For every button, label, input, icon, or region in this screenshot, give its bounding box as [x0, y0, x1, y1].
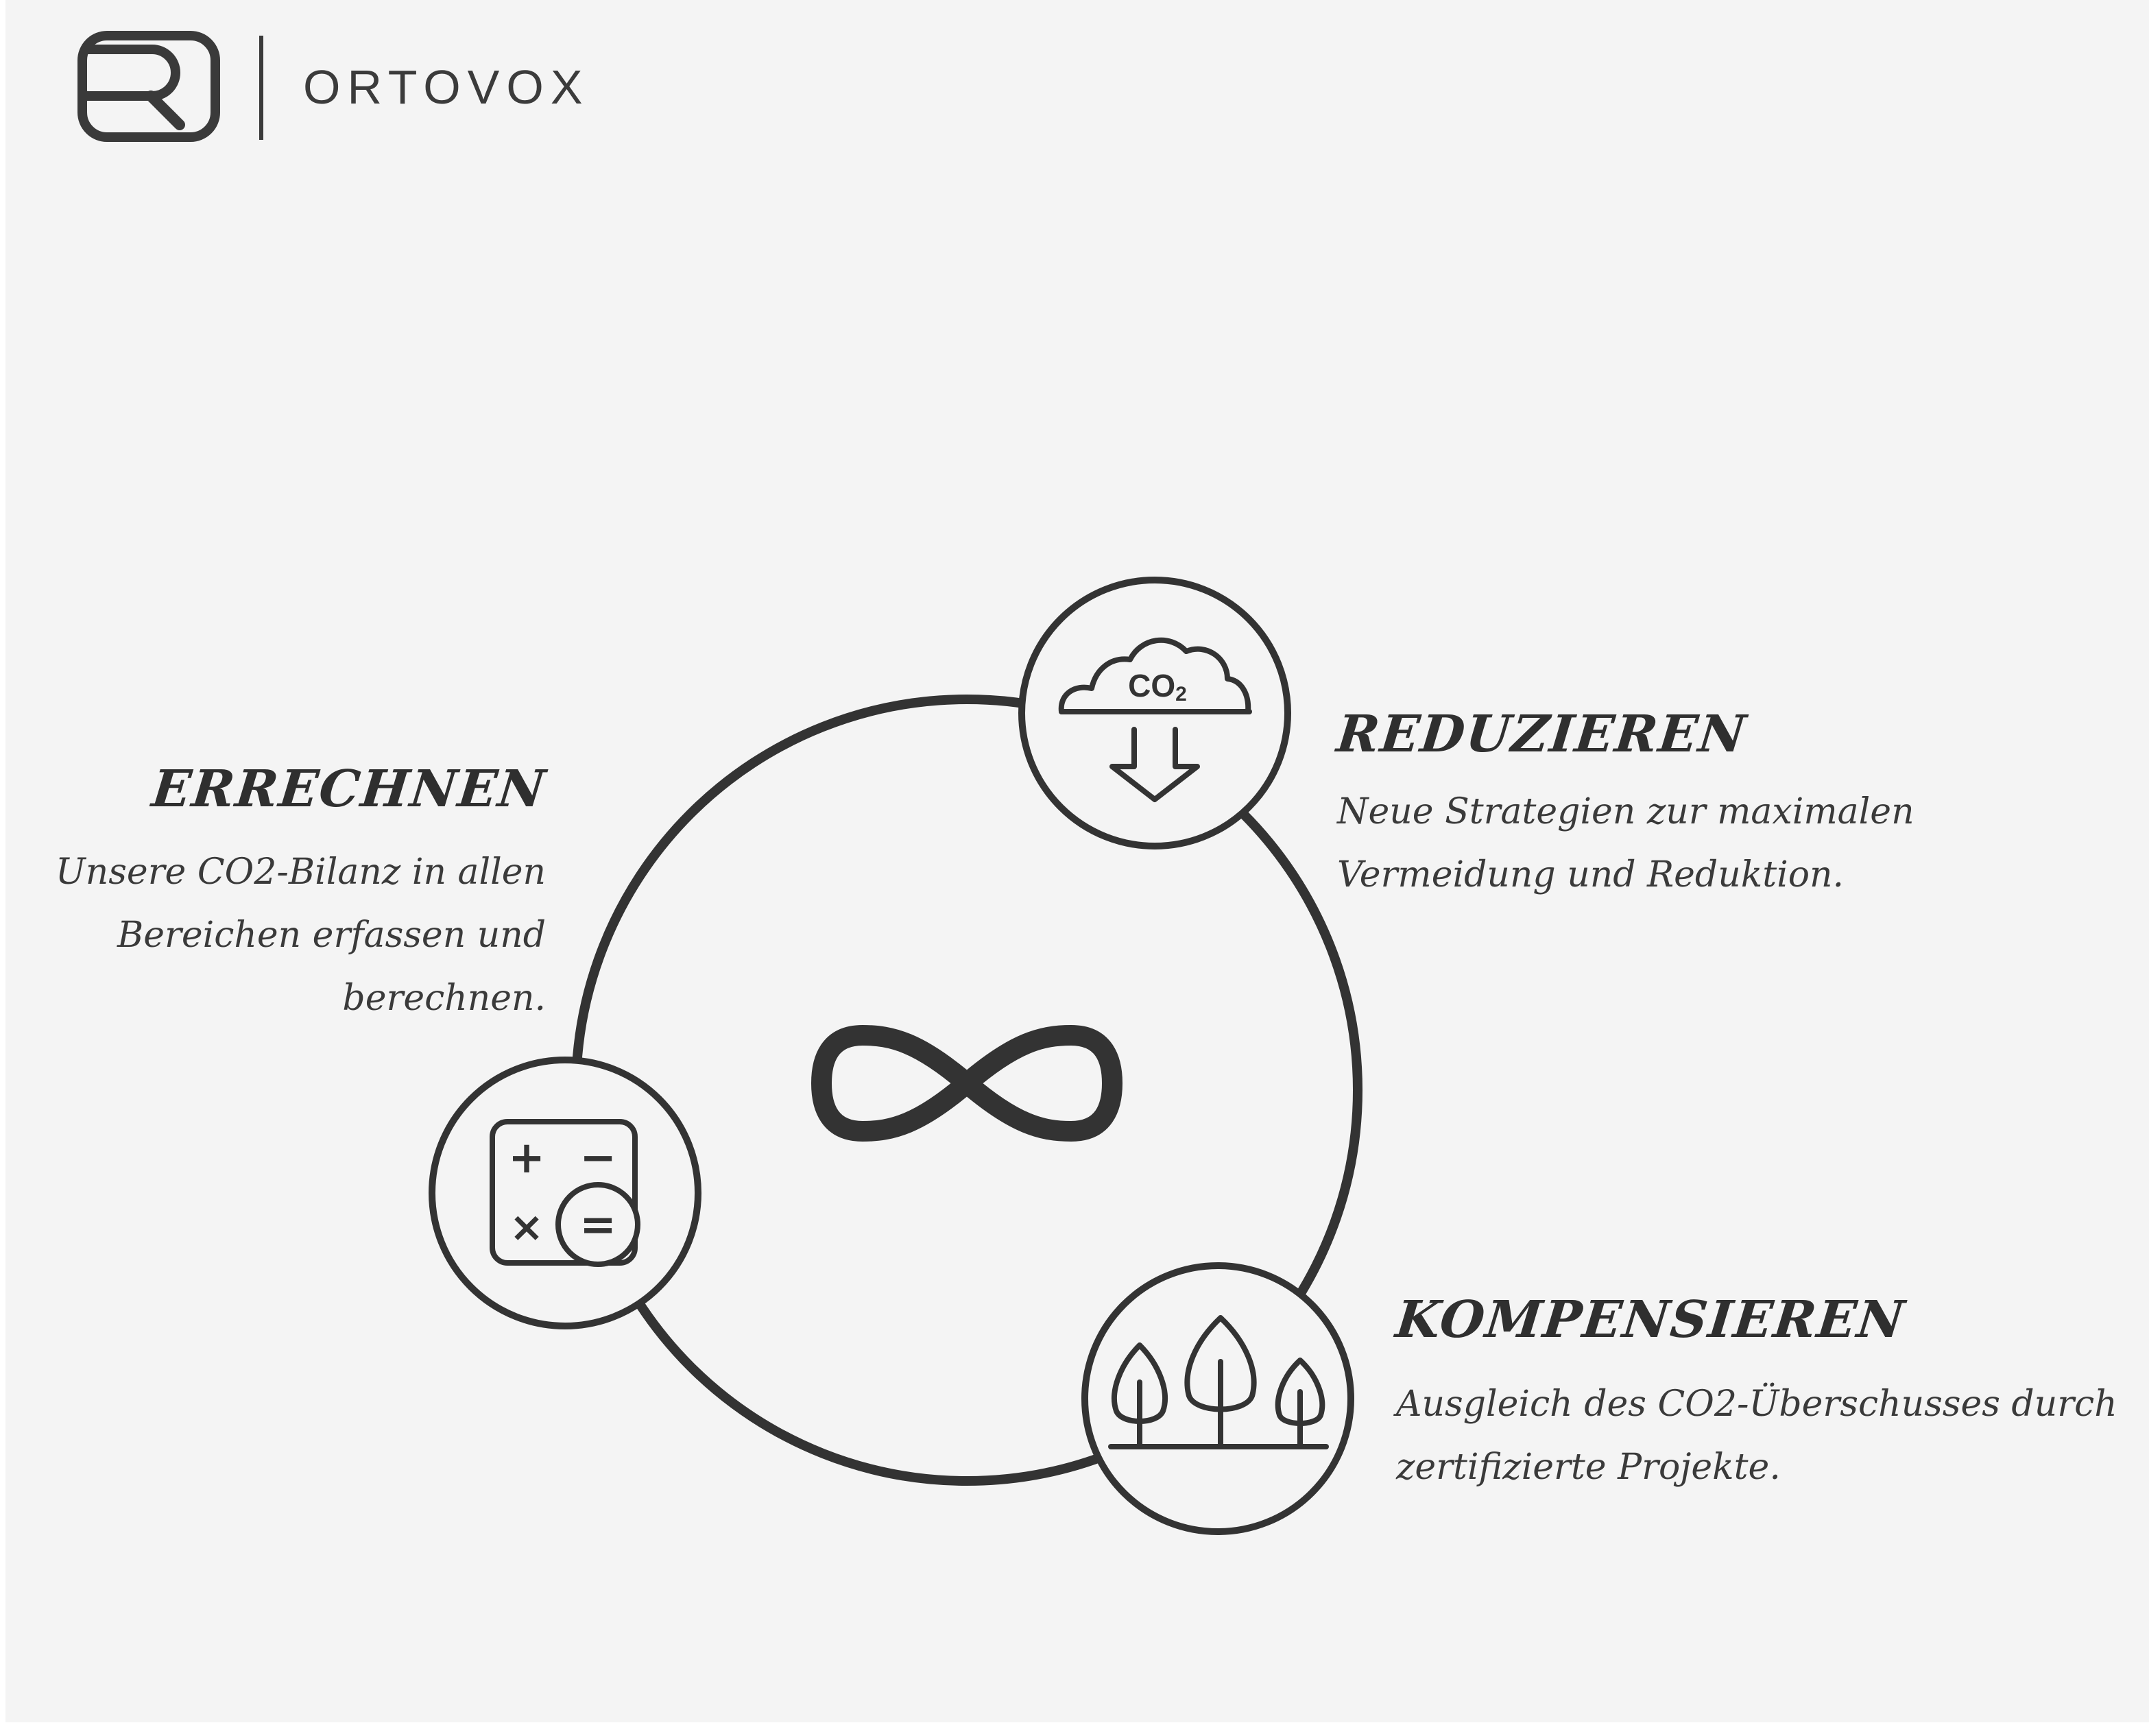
kompensieren-description: Ausgleich des CO2-Überschusses durch zer… — [1396, 1373, 2117, 1499]
reduzieren-line-2: Vermeidung und Reduktion. — [1337, 854, 1845, 895]
infinity-icon — [811, 1024, 1123, 1142]
reduzieren-node: CO2 — [1018, 577, 1291, 849]
errechnen-heading: ERRECHNEN — [149, 760, 549, 819]
co2-label: CO2 — [1128, 668, 1187, 706]
errechnen-line-2: Bereichen erfassen und — [117, 915, 546, 956]
errechnen-node: + − × = — [429, 1057, 701, 1329]
page-frame-left — [0, 0, 5, 1736]
errechnen-description: Unsere CO2-Bilanz in allen Bereichen erf… — [56, 841, 546, 1030]
calc-equals-sign: = — [579, 1200, 616, 1251]
reduzieren-line-1: Neue Strategien zur maximalen — [1337, 791, 1914, 832]
errechnen-line-1: Unsere CO2-Bilanz in allen — [55, 852, 546, 893]
kompensieren-line-2: zertifizierte Projekte. — [1396, 1447, 1781, 1488]
brand-name: ORTOVOX — [303, 60, 590, 114]
logo-divider — [259, 36, 263, 140]
reduzieren-description: Neue Strategien zur maximalen Vermeidung… — [1337, 780, 1914, 906]
trees-icon — [1108, 1315, 1329, 1449]
kompensieren-node — [1081, 1262, 1354, 1535]
kompensieren-heading: KOMPENSIEREN — [1393, 1290, 1908, 1349]
ortovox-logo-icon — [77, 31, 220, 142]
co2-cloud-down-arrow-icon — [1058, 637, 1252, 802]
calc-minus-sign: − — [579, 1133, 616, 1183]
reduzieren-heading: REDUZIEREN — [1334, 705, 1750, 764]
calc-plus-sign: + — [508, 1133, 545, 1183]
calculator-icon — [490, 1119, 640, 1267]
errechnen-line-3: berechnen. — [342, 978, 546, 1019]
calc-times-sign: × — [509, 1203, 544, 1251]
page-frame-bottom — [0, 1722, 2149, 1736]
kompensieren-line-1: Ausgleich des CO2-Überschusses durch — [1396, 1384, 2117, 1425]
